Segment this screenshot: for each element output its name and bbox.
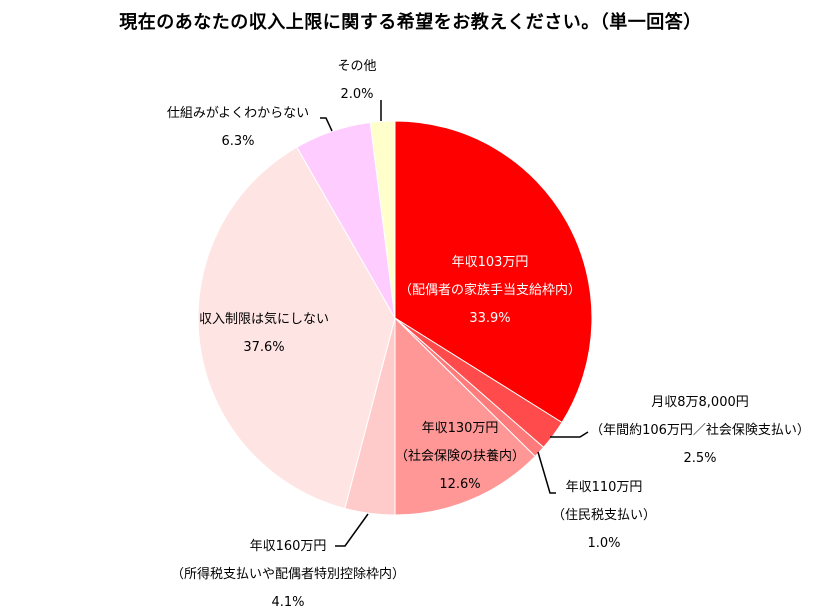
leader-line — [335, 513, 369, 547]
slice-value-label: 4.1% — [271, 595, 304, 610]
leader-line — [537, 451, 556, 494]
slice-value-label: 33.9% — [469, 311, 510, 326]
slice-category-label: （住民税支払い） — [552, 508, 656, 523]
pie-slice — [394, 120, 593, 424]
slice-value-label: 2.5% — [683, 451, 716, 466]
slice-category-label: 年収110万円 — [566, 480, 643, 495]
slice-value-label: 12.6% — [439, 477, 480, 492]
slice-category-label: 収入制限は気にしない — [199, 311, 329, 327]
slice-category-label: （年間約106万円／社会保険支払い） — [590, 422, 810, 438]
slice-category-label: 年収130万円 — [422, 421, 499, 436]
slice-value-label: 6.3% — [221, 134, 254, 149]
pie-slice — [197, 146, 396, 510]
slice-category-label: 年収103万円 — [452, 255, 529, 270]
slice-category-label: （配偶者の家族手当支給枠内） — [399, 282, 581, 298]
slice-value-label: 37.6% — [243, 340, 284, 355]
slice-category-label: その他 — [337, 59, 376, 74]
slice-category-label: 仕組みがよくわからない — [167, 106, 309, 121]
chart-title: 現在のあなたの収入上限に関する希望をお教えください。（単一回答） — [119, 12, 702, 33]
pie-slice — [369, 120, 396, 319]
slice-category-label: 年収160万円 — [250, 539, 327, 554]
slice-category-label: （所得税支払いや配偶者特別控除枠内） — [171, 566, 405, 582]
slice-category-label: （社会保険の扶養内） — [395, 448, 525, 464]
slice-category-label: 月収8万8,000円 — [651, 395, 749, 410]
slice-value-label: 2.0% — [340, 87, 373, 102]
pie-slice — [394, 316, 536, 516]
leader-line — [550, 431, 589, 438]
slice-value-label: 1.0% — [587, 536, 620, 551]
leader-line — [320, 117, 333, 132]
